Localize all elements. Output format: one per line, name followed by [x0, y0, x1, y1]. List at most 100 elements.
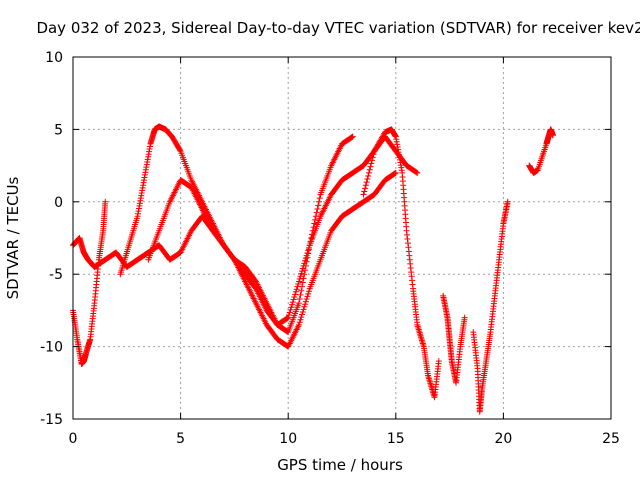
data-point	[295, 321, 302, 328]
data-point	[311, 220, 318, 227]
data-point	[361, 188, 368, 195]
axis-ticks: 0 5 10 15 20 25 -15 -10 -5 0 5 10	[40, 50, 620, 447]
chart-title: Day 032 of 2023, Sidereal Day-to-day VTE…	[36, 19, 640, 37]
data-point	[362, 182, 369, 189]
data-point	[362, 185, 369, 192]
x-tick-label: 5	[176, 431, 185, 447]
data-point	[295, 281, 302, 288]
data-point	[303, 296, 310, 303]
data-point	[461, 314, 468, 321]
data-point	[302, 298, 309, 305]
data-point	[299, 265, 306, 272]
data-point	[289, 301, 296, 308]
data-point	[298, 314, 305, 321]
data-point	[312, 216, 319, 223]
data-point	[300, 262, 307, 269]
y-axis-label: SDTVAR / TECUs	[4, 176, 22, 299]
data-point	[365, 172, 372, 179]
data-point	[348, 134, 355, 141]
data-point	[296, 275, 303, 282]
data-point	[296, 296, 303, 303]
x-tick-label: 15	[387, 431, 405, 447]
grid-lines	[73, 57, 611, 419]
data-point	[315, 198, 322, 205]
x-tick-label: 10	[279, 431, 297, 447]
data-point	[292, 288, 299, 295]
data-point	[365, 169, 372, 176]
data-point	[297, 273, 304, 280]
x-axis-label: GPS time / hours	[277, 456, 403, 474]
data-point	[288, 304, 295, 311]
data-point	[414, 169, 421, 176]
data-point	[298, 287, 305, 294]
data-point	[295, 300, 302, 307]
y-tick-label: 0	[54, 195, 63, 211]
data-point	[296, 319, 303, 326]
data-point	[363, 179, 370, 186]
data-point	[102, 198, 109, 205]
data-point	[369, 154, 376, 161]
data-point	[286, 309, 293, 316]
series-track-g	[470, 198, 511, 415]
data-point	[293, 286, 300, 293]
data-point	[392, 169, 399, 176]
data-point	[315, 202, 322, 209]
data-point	[305, 288, 312, 295]
data-point	[299, 268, 306, 275]
series-track-d	[145, 133, 421, 328]
data-point	[302, 255, 309, 262]
x-tick-label: 25	[602, 431, 620, 447]
data-point	[300, 275, 307, 282]
data-point	[360, 191, 367, 198]
data-point	[305, 247, 312, 254]
series-track-h	[526, 126, 556, 176]
data-point	[504, 198, 511, 205]
data-point	[368, 157, 375, 164]
data-point	[292, 291, 299, 298]
data-point	[366, 166, 373, 173]
data-point	[392, 170, 399, 177]
y-tick-label: -15	[40, 412, 63, 428]
data-point	[367, 163, 374, 170]
data-point	[294, 283, 301, 290]
data-point	[368, 160, 375, 167]
data-point	[295, 278, 302, 285]
y-tick-label: 5	[54, 122, 63, 138]
data-point	[301, 260, 308, 267]
data-point	[370, 151, 377, 158]
x-tick-label: 20	[494, 431, 512, 447]
data-point	[301, 303, 308, 310]
data-point	[297, 316, 304, 323]
data-point	[290, 296, 297, 303]
data-point	[549, 132, 556, 139]
series-track-c	[117, 123, 356, 336]
data-point	[305, 290, 312, 297]
data-point	[289, 299, 296, 306]
data-point	[299, 311, 306, 318]
data-point	[304, 293, 311, 300]
series-track-f	[440, 292, 468, 386]
data-point	[435, 358, 442, 365]
data-point	[285, 312, 292, 319]
series-track-a	[70, 198, 109, 367]
data-points	[70, 123, 556, 415]
y-tick-label: 10	[45, 50, 63, 66]
data-point	[413, 169, 420, 176]
data-point	[313, 209, 320, 216]
data-point	[297, 291, 304, 298]
x-tick-label: 0	[69, 431, 78, 447]
data-point	[298, 270, 305, 277]
data-point	[302, 257, 309, 264]
data-point	[303, 252, 310, 259]
data-point	[176, 147, 183, 154]
plot-frame	[72, 56, 612, 420]
data-point	[316, 195, 323, 202]
data-point	[287, 306, 294, 313]
y-tick-label: -10	[40, 340, 63, 356]
data-point	[285, 314, 292, 321]
data-point	[314, 206, 321, 213]
data-point	[299, 279, 306, 286]
data-point	[300, 306, 307, 313]
data-point	[301, 271, 308, 278]
